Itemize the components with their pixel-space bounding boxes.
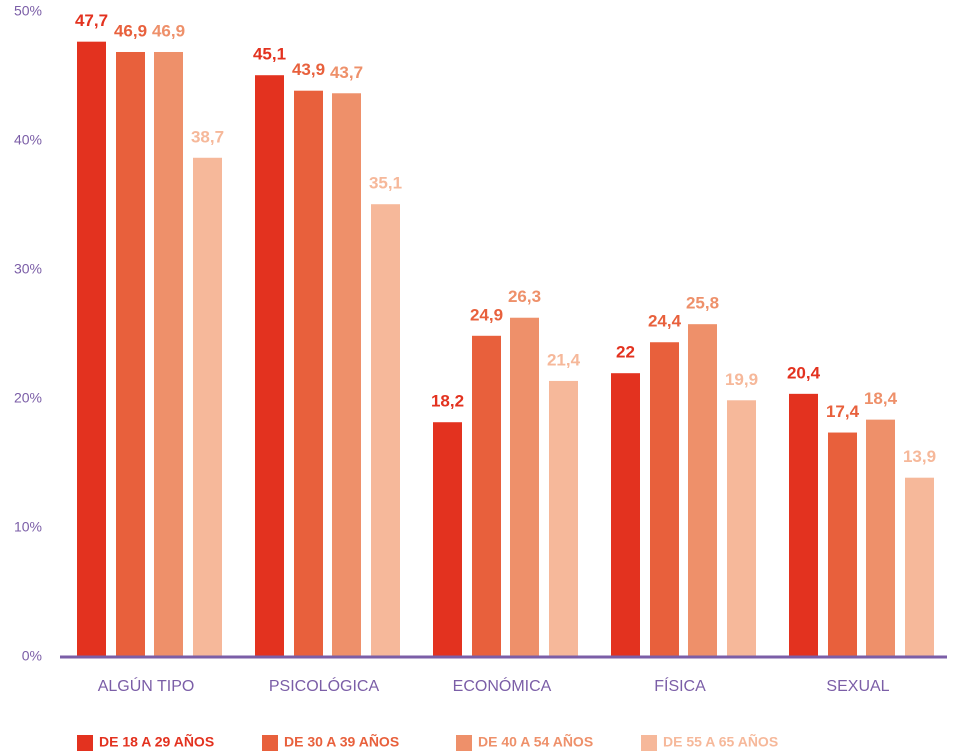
bar	[510, 317, 539, 657]
value-label: 18,4	[864, 389, 898, 408]
value-label: 24,4	[648, 312, 682, 331]
y-tick-label: 50%	[14, 3, 42, 19]
x-tick-label: ECONÓMICA	[453, 676, 552, 695]
bar	[650, 342, 679, 657]
value-label: 25,8	[686, 294, 719, 313]
value-label: 46,9	[152, 21, 185, 40]
legend-swatch	[641, 735, 657, 751]
bar	[549, 380, 578, 657]
legend-label: DE 30 A 39 AÑOS	[284, 733, 399, 750]
x-tick-label: PSICOLÓGICA	[269, 676, 380, 695]
y-tick-label: 40%	[14, 132, 42, 148]
value-label: 13,9	[903, 447, 936, 466]
bar	[611, 373, 640, 657]
value-label: 22	[616, 343, 635, 362]
bar	[116, 51, 145, 658]
bar	[905, 477, 934, 657]
legend-swatch	[456, 735, 472, 751]
legend-label: DE 40 A 54 AÑOS	[478, 733, 593, 750]
value-label: 20,4	[787, 363, 821, 382]
bar	[371, 204, 400, 657]
value-label: 38,7	[191, 127, 224, 146]
bar	[433, 422, 462, 657]
bar	[193, 157, 222, 657]
bar	[828, 432, 857, 657]
value-label: 43,7	[330, 63, 363, 82]
bar	[472, 335, 501, 657]
legend-label: DE 18 A 29 AÑOS	[99, 733, 214, 750]
bar	[332, 93, 361, 657]
bar	[789, 393, 818, 657]
bar	[294, 90, 323, 657]
bar	[688, 324, 717, 657]
value-label: 18,2	[431, 392, 464, 411]
bar	[77, 41, 106, 658]
x-tick-label: FÍSICA	[654, 676, 706, 695]
y-tick-label: 20%	[14, 390, 42, 406]
value-label: 26,3	[508, 287, 541, 306]
value-label: 19,9	[725, 370, 758, 389]
legend-swatch	[262, 735, 278, 751]
value-label: 45,1	[253, 45, 286, 64]
value-label: 17,4	[826, 402, 860, 421]
bar	[727, 400, 756, 657]
value-label: 21,4	[547, 350, 581, 369]
x-tick-label: ALGÚN TIPO	[98, 676, 195, 695]
legend-label: DE 55 A 65 AÑOS	[663, 733, 778, 750]
value-label: 35,1	[369, 174, 402, 193]
y-tick-label: 30%	[14, 261, 42, 277]
y-tick-label: 0%	[22, 648, 42, 664]
x-tick-label: SEXUAL	[826, 678, 889, 695]
value-label: 24,9	[470, 305, 503, 324]
legend-swatch	[77, 735, 93, 751]
bar	[255, 75, 284, 657]
y-tick-label: 10%	[14, 519, 42, 535]
value-label: 46,9	[114, 21, 147, 40]
value-label: 47,7	[75, 11, 108, 30]
bar	[866, 419, 895, 657]
value-label: 43,9	[292, 60, 325, 79]
bar	[154, 51, 183, 658]
